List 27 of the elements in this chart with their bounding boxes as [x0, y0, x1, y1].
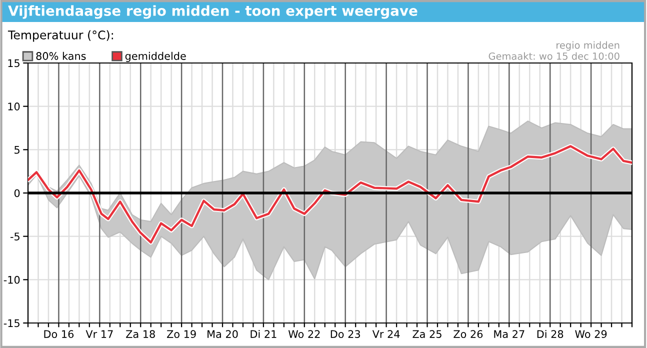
x-tick-label: Ma 20 [208, 330, 238, 338]
x-tick-label: Wo 29 [575, 330, 607, 338]
text: Gemaakt: wo 15 dec 10:00 [488, 52, 620, 60]
legend-label: gemiddelde [125, 52, 186, 62]
y-tick-label: 0 [14, 189, 20, 198]
y-tick-label: 15 [8, 59, 20, 68]
y-tick-label: 5 [14, 146, 20, 154]
text: regio midden [556, 41, 620, 51]
chart-title: Vijftiendaagse regio midden - toon expert weergave [8, 5, 418, 19]
x-tick-label: Wo 22 [288, 330, 320, 338]
y-tick-label: -5 [10, 232, 20, 240]
x-tick-label: Do 16 [44, 330, 74, 338]
x-tick-label: Ma 27 [494, 330, 524, 338]
x-tick-label: Zo 26 [454, 330, 483, 338]
x-tick-label: Zo 19 [166, 330, 196, 338]
x-tick-label: Vr 24 [372, 330, 400, 338]
text: 80% kans [36, 52, 86, 60]
y-tick-label: -15 [4, 319, 20, 328]
x-tick-label: Za 25 [412, 330, 442, 338]
x-tick-label: Vr 17 [86, 330, 113, 338]
chart-subtitle: Temperatuur (°C): [8, 30, 113, 42]
x-tick-label: Do 23 [330, 330, 360, 338]
y-tick-label: 10 [8, 102, 20, 110]
x-tick-label: Za 18 [126, 330, 155, 338]
x-tick-label: Di 21 [250, 330, 276, 338]
x-tick-label: Di 28 [537, 330, 564, 338]
y-tick-label: -10 [4, 276, 20, 284]
